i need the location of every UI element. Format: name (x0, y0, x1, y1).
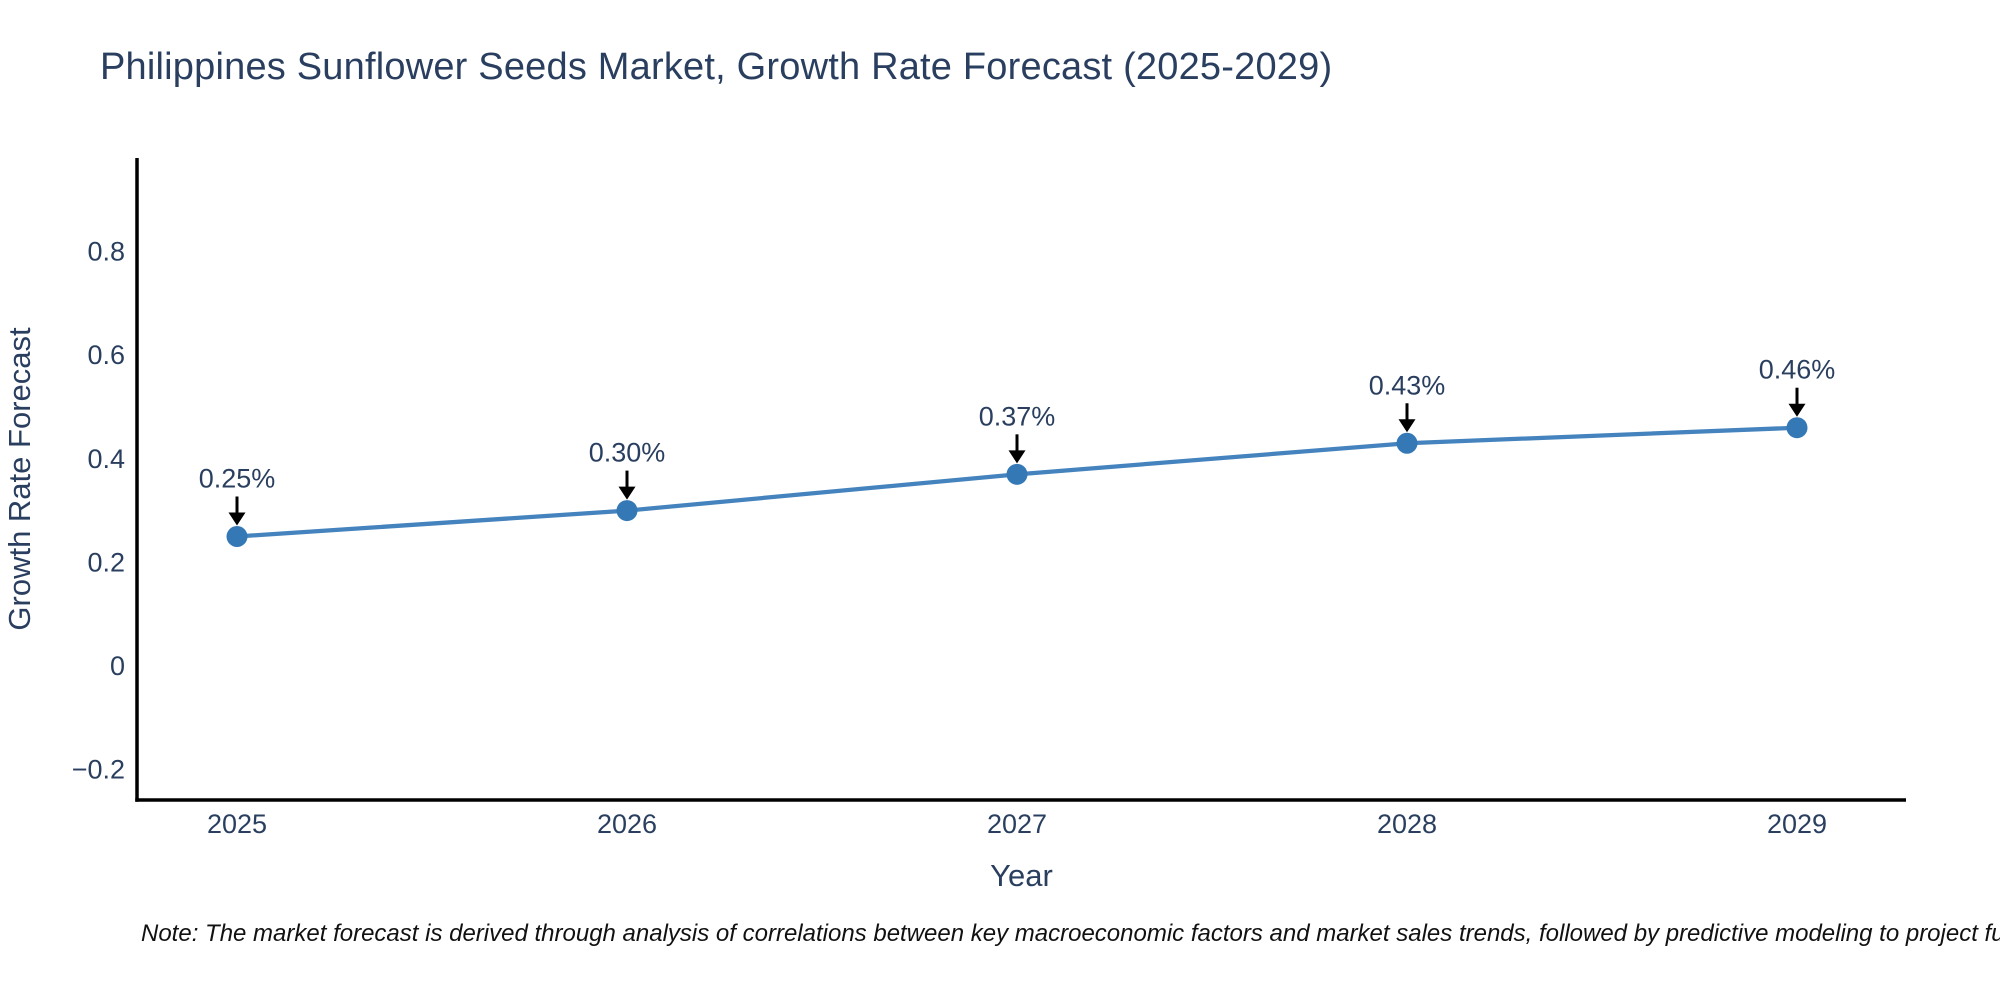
x-tick-label: 2029 (1767, 809, 1827, 839)
footnote: Note: The market forecast is derived thr… (141, 920, 2000, 947)
y-tick-label: 0.8 (87, 237, 125, 267)
annotation-arrowhead-icon (1008, 450, 1026, 464)
point-annotation-label: 0.37% (979, 401, 1056, 431)
point-annotation-label: 0.25% (199, 464, 276, 494)
y-axis-title: Growth Rate Forecast (2, 327, 37, 631)
annotation-arrowhead-icon (618, 486, 636, 500)
data-point (1786, 417, 1808, 439)
annotation-arrowhead-icon (1398, 419, 1416, 433)
chart-title: Philippines Sunflower Seeds Market, Grow… (100, 46, 1333, 88)
point-annotation-label: 0.43% (1369, 370, 1446, 400)
x-tick-label: 2026 (597, 809, 657, 839)
y-tick-label: −0.2 (72, 755, 125, 785)
annotation-arrowhead-icon (1788, 403, 1806, 417)
y-tick-label: 0.6 (87, 340, 125, 370)
x-tick-label: 2027 (987, 809, 1047, 839)
data-point (1396, 432, 1418, 454)
x-tick-label: 2025 (207, 809, 267, 839)
x-axis-title: Year (990, 858, 1053, 893)
y-tick-label: 0.4 (87, 444, 125, 474)
y-tick-label: 0.2 (87, 547, 125, 577)
point-annotation-label: 0.46% (1759, 355, 1836, 385)
data-point (616, 500, 638, 522)
point-annotation-label: 0.30% (589, 438, 666, 468)
data-point (226, 526, 248, 547)
x-tick-label: 2028 (1377, 809, 1437, 839)
y-tick-label: 0 (110, 651, 125, 681)
data-point (1006, 463, 1028, 485)
annotation-arrowhead-icon (228, 512, 246, 526)
